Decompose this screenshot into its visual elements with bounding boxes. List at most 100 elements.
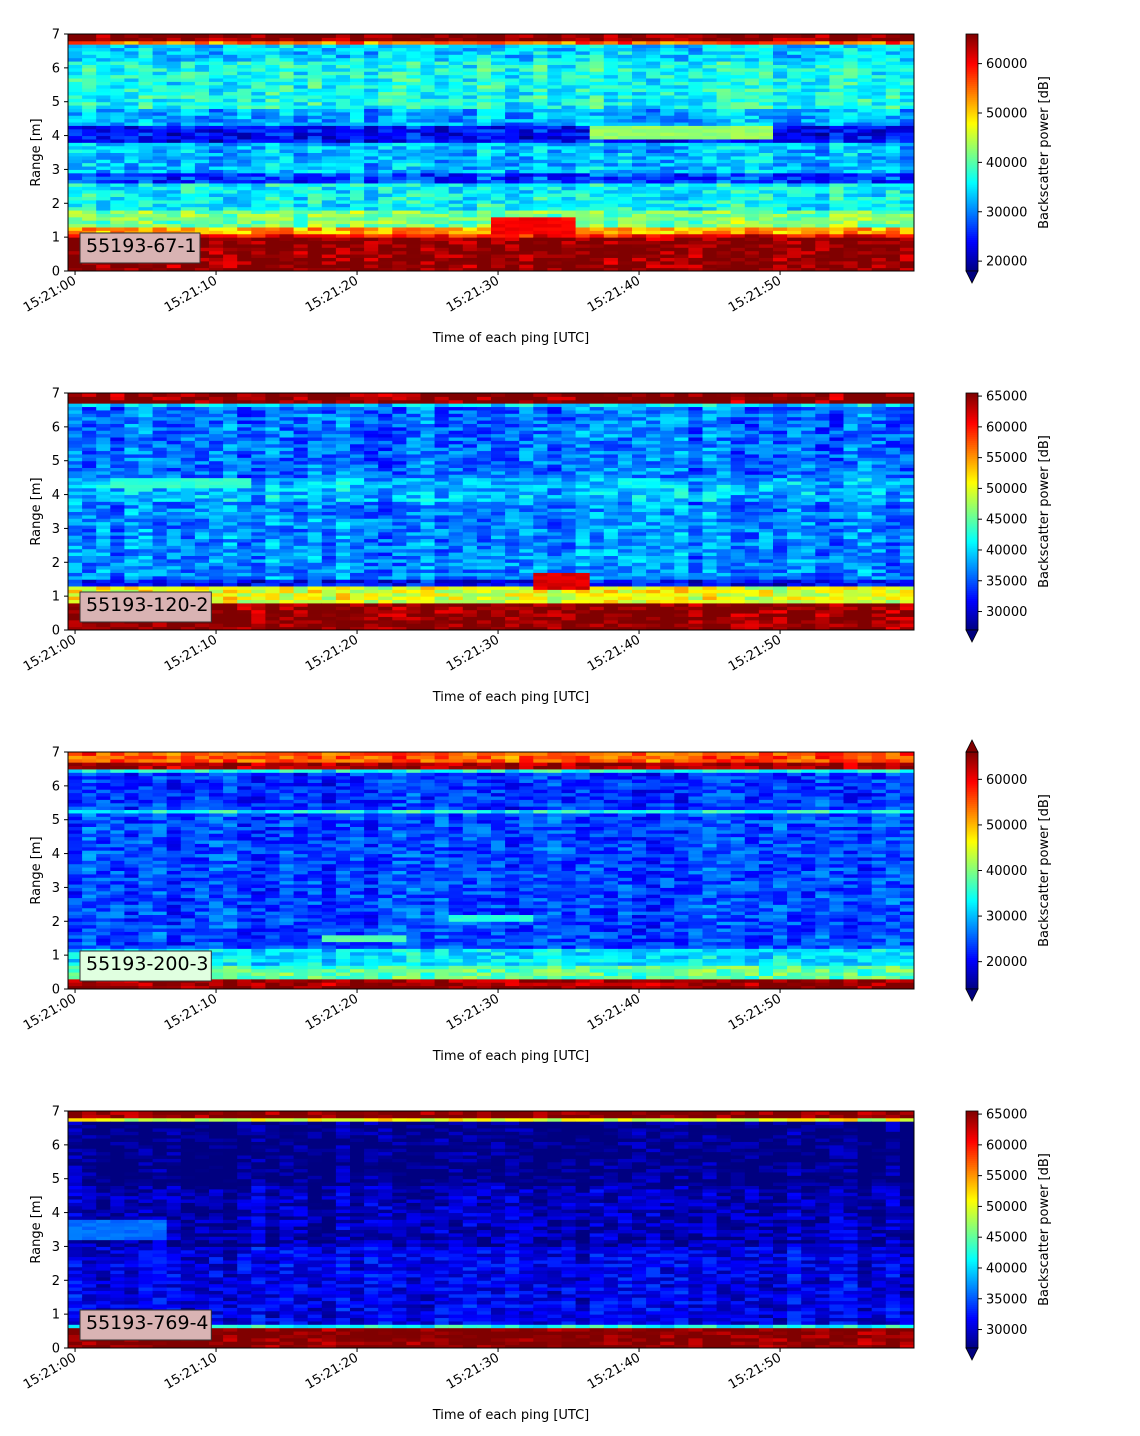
heatmap-cell (209, 216, 224, 221)
heatmap-cell (194, 233, 210, 238)
heatmap-cell (350, 260, 365, 265)
heatmap-cell (899, 193, 915, 198)
colorbar-segment (966, 77, 978, 81)
heatmap-cell (406, 189, 421, 194)
heatmap-cell (279, 196, 295, 201)
heatmap-cell (519, 142, 534, 147)
heatmap-cell (491, 166, 506, 170)
heatmap-cell (194, 250, 210, 255)
heatmap-cell (420, 155, 436, 160)
heatmap-cell (660, 37, 675, 42)
heatmap-cell (787, 233, 802, 238)
heatmap-cell (646, 47, 661, 52)
heatmap-cell (82, 199, 97, 204)
heatmap-cell (505, 166, 520, 170)
heatmap-cell (730, 98, 746, 103)
heatmap-cell (801, 54, 816, 59)
heatmap-cell (561, 267, 577, 272)
heatmap-cell (96, 47, 111, 52)
heatmap-cell (491, 152, 506, 157)
heatmap-cell (68, 98, 83, 103)
heatmap-cell (871, 98, 887, 103)
heatmap-cell (547, 152, 562, 157)
heatmap-cell (871, 206, 887, 211)
heatmap-cell (350, 199, 365, 204)
heatmap-cell (68, 579, 83, 584)
heatmap-cell (237, 145, 252, 150)
colorbar-segment (966, 89, 978, 92)
heatmap-cell (702, 34, 718, 38)
heatmap-cell (124, 132, 139, 137)
heatmap-cell (251, 37, 266, 42)
heatmap-cell (632, 67, 647, 72)
heatmap-cell (476, 132, 492, 137)
heatmap-cell (462, 125, 478, 130)
heatmap-cell (307, 71, 323, 76)
heatmap-cell (194, 203, 210, 208)
heatmap-cell (209, 260, 224, 265)
heatmap-cell (547, 203, 562, 208)
heatmap-cell (124, 626, 139, 631)
heatmap-cell (758, 176, 774, 181)
heatmap-cell (603, 84, 619, 89)
heatmap-cell (674, 240, 689, 245)
heatmap-cell (350, 108, 365, 113)
heatmap-cell (575, 169, 591, 174)
heatmap-cell (815, 128, 830, 133)
heatmap-cell (180, 230, 196, 235)
heatmap-cell (843, 267, 859, 272)
heatmap-cell (152, 453, 168, 458)
heatmap-cell (96, 450, 111, 455)
heatmap-cell (773, 37, 788, 42)
heatmap-cell (68, 406, 83, 411)
heatmap-cell (166, 34, 182, 38)
heatmap-cell (279, 254, 295, 258)
heatmap-cell (138, 199, 154, 204)
heatmap-cell (307, 118, 323, 123)
heatmap-cell (152, 193, 168, 198)
heatmap-cell (885, 128, 901, 133)
heatmap-cell (646, 267, 661, 272)
heatmap-cell (519, 47, 534, 52)
heatmap-cell (152, 186, 168, 191)
heatmap-cell (350, 145, 365, 150)
heatmap-cell (406, 125, 421, 130)
heatmap-cell (815, 118, 830, 123)
heatmap-cell (702, 264, 718, 269)
heatmap-cell (589, 152, 605, 157)
heatmap-cell (448, 91, 464, 96)
heatmap-cell (589, 155, 605, 160)
heatmap-cell (815, 213, 830, 218)
heatmap-cell (180, 196, 196, 201)
heatmap-cell (237, 125, 252, 130)
heatmap-cell (378, 260, 393, 265)
heatmap-cell (378, 169, 393, 174)
heatmap-cell (96, 67, 111, 72)
heatmap-cell (364, 64, 379, 69)
heatmap-cell (110, 152, 125, 157)
heatmap-cell (251, 50, 266, 55)
heatmap-cell (716, 193, 732, 198)
heatmap-cell (589, 267, 605, 272)
heatmap-cell (575, 237, 591, 242)
heatmap-cell (350, 267, 365, 272)
heatmap-cell (646, 40, 661, 45)
heatmap-cell (674, 237, 689, 242)
heatmap-cell (265, 88, 280, 93)
heatmap-cell (392, 108, 407, 113)
heatmap-cell (96, 88, 111, 93)
heatmap-cell (138, 528, 154, 533)
heatmap-cell (180, 220, 196, 225)
heatmap-cell (505, 108, 520, 113)
heatmap-cell (702, 44, 718, 49)
heatmap-cell (110, 504, 125, 509)
heatmap-cell (68, 186, 83, 191)
heatmap-cell (476, 155, 492, 160)
heatmap-cell (378, 264, 393, 269)
heatmap-cell (617, 105, 633, 109)
heatmap-cell (505, 226, 520, 231)
heatmap-cell (68, 243, 83, 248)
heatmap-cell (237, 250, 252, 255)
heatmap-cell (321, 169, 337, 174)
heatmap-cell (209, 44, 224, 49)
